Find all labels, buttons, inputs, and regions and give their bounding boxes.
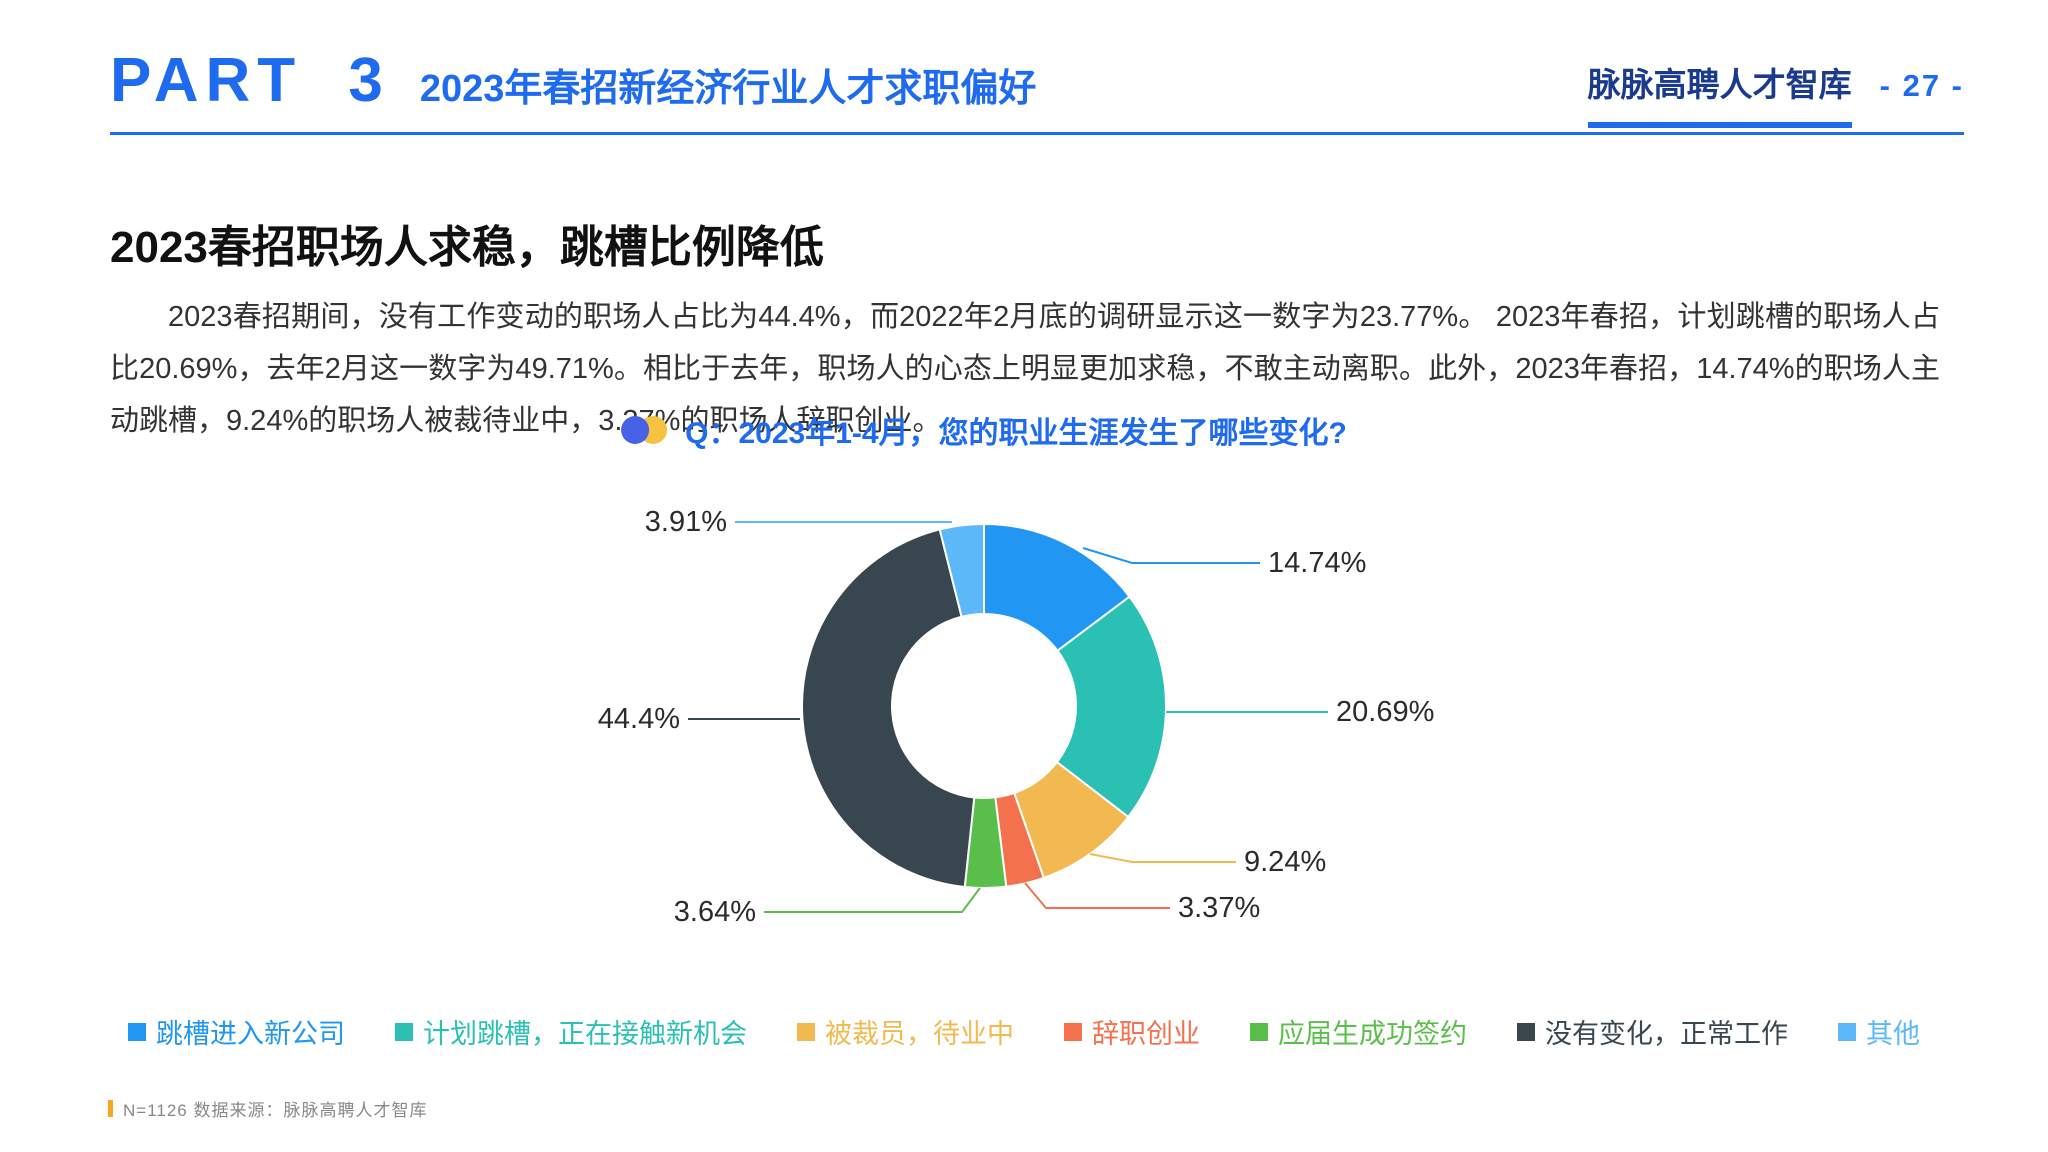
legend-item-1: 跳槽进入新公司 xyxy=(128,1012,345,1051)
legend-label: 应届生成功签约 xyxy=(1278,1019,1467,1049)
legend-item-3: 被裁员，待业中 xyxy=(797,1012,1014,1051)
legend-item-4: 辞职创业 xyxy=(1064,1012,1200,1051)
legend-swatch-icon xyxy=(797,1022,815,1041)
part-label: PART 3 xyxy=(110,46,390,115)
legend-label: 跳槽进入新公司 xyxy=(156,1019,345,1049)
legend-swatch-icon xyxy=(1064,1022,1082,1041)
blue-circle-icon xyxy=(621,416,650,444)
donut-slice-7 xyxy=(938,522,985,618)
donut-slice-2 xyxy=(1055,595,1167,819)
chart-title-row: Q：2023年1-4月，您的职业生涯发生了哪些变化? xyxy=(621,408,1347,452)
header-right: 脉脉高聘人才智库 - 27 - xyxy=(1587,58,1964,128)
source-note: N=1126 数据来源：脉脉高聘人才智库 xyxy=(108,1096,427,1121)
donut-slice-1 xyxy=(983,522,1131,653)
slice-label-1: 14.74% xyxy=(1268,547,1367,579)
legend-swatch-icon xyxy=(128,1022,146,1041)
legend-swatch-icon xyxy=(1838,1022,1856,1041)
legend-swatch-icon xyxy=(1517,1022,1535,1041)
chart-title: Q：2023年1-4月，您的职业生涯发生了哪些变化? xyxy=(685,417,1347,450)
leader-line-5 xyxy=(764,887,981,913)
legend-item-5: 应届生成功签约 xyxy=(1250,1012,1467,1051)
header-divider xyxy=(110,132,1964,135)
header-title: 2023年春招新经济行业人才求职偏好 xyxy=(419,68,1037,110)
slice-label-6: 44.4% xyxy=(597,703,680,735)
legend-label: 计划跳槽，正在接触新机会 xyxy=(423,1019,747,1049)
header-left: PART 3 2023年春招新经济行业人才求职偏好 xyxy=(110,50,1036,112)
overlapping-circles-icon xyxy=(621,415,669,445)
legend-item-7: 其他 xyxy=(1838,1012,1920,1051)
legend-item-6: 没有变化，正常工作 xyxy=(1517,1012,1788,1051)
legend-label: 其他 xyxy=(1866,1019,1920,1049)
footer-note-text: N=1126 数据来源：脉脉高聘人才智库 xyxy=(123,1101,428,1120)
page-number: - 27 - xyxy=(1879,68,1964,103)
slice-label-5: 3.64% xyxy=(673,896,756,928)
slice-label-7: 3.91% xyxy=(644,506,727,538)
legend-swatch-icon xyxy=(1250,1022,1268,1041)
slice-label-4: 3.37% xyxy=(1178,892,1261,924)
section-title: 2023春招职场人求稳，跳槽比例降低 xyxy=(110,223,824,273)
legend-label: 辞职创业 xyxy=(1092,1019,1200,1049)
chart-legend: 跳槽进入新公司 计划跳槽，正在接触新机会 被裁员，待业中 辞职创业 应届生成功签约 没有变… xyxy=(0,1012,2048,1051)
legend-swatch-icon xyxy=(395,1022,413,1041)
slice-label-2: 20.69% xyxy=(1336,696,1435,728)
leader-line-3 xyxy=(1089,853,1236,863)
donut-slice-5 xyxy=(963,796,1008,889)
page-header: PART 3 2023年春招新经济行业人才求职偏好 脉脉高聘人才智库 - 27 … xyxy=(110,50,1964,128)
brand-name: 脉脉高聘人才智库 xyxy=(1587,58,1852,128)
body-paragraph: 2023春招期间，没有工作变动的职场人占比为44.4%，而2022年2月底的调研… xyxy=(110,301,1940,437)
leader-line-1 xyxy=(1082,547,1260,564)
legend-label: 被裁员，待业中 xyxy=(825,1019,1014,1049)
donut-slice-4 xyxy=(994,791,1046,888)
legend-label: 没有变化，正常工作 xyxy=(1545,1019,1788,1049)
legend-item-2: 计划跳槽，正在接触新机会 xyxy=(395,1012,747,1051)
leader-line-4 xyxy=(1024,882,1170,909)
footer-accent-bar-icon xyxy=(108,1100,113,1117)
donut-slice-6 xyxy=(801,528,976,889)
slice-label-3: 9.24% xyxy=(1244,846,1327,878)
donut-slice-3 xyxy=(1012,760,1130,880)
